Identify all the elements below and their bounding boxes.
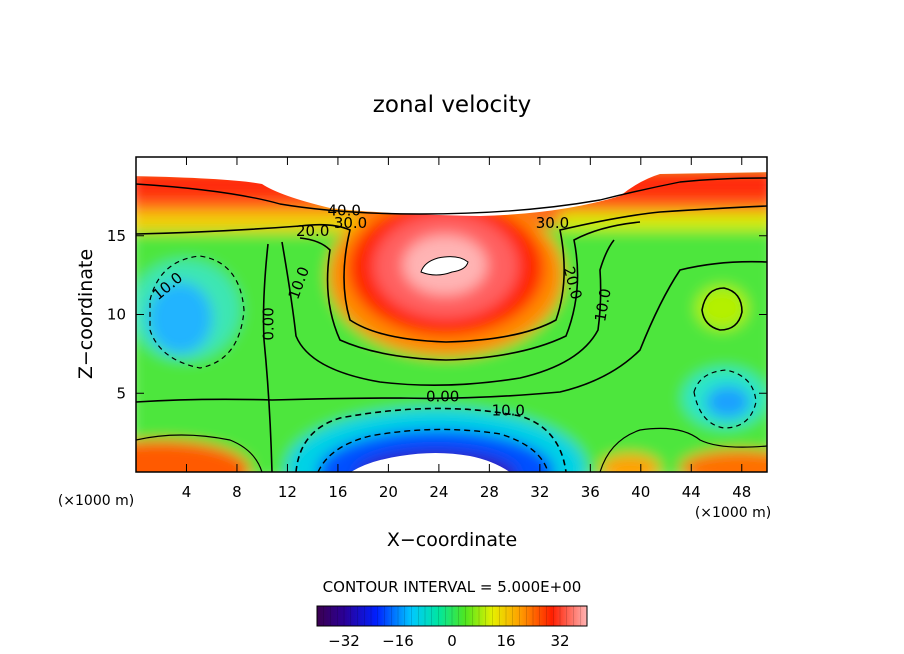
contour-label: 30.0 — [536, 214, 569, 232]
y-tick-label: 5 — [116, 384, 126, 402]
contour-neg10-right — [693, 369, 757, 429]
field-jet-max — [420, 256, 469, 276]
contour-neg10-left — [149, 255, 245, 369]
contour-20 — [299, 221, 641, 361]
colorbar-tick-label: 16 — [496, 632, 515, 650]
contour-neg20-bottom — [317, 428, 549, 472]
contour-lower-right — [599, 427, 767, 472]
y-tick-label: 10 — [107, 306, 126, 324]
field-right-eddy — [696, 286, 748, 330]
colorbar-tick-label: 0 — [447, 632, 457, 650]
field-bottom-left-warm — [136, 440, 250, 472]
x-tick-label: 24 — [429, 483, 448, 501]
x-axis-title: X−coordinate — [387, 529, 517, 551]
x-tick-label: 48 — [732, 483, 751, 501]
y-tick-label: 15 — [107, 227, 126, 245]
colorbar-ticks: −32 −16 0 16 32 — [328, 632, 569, 650]
colorbar-gradient — [317, 606, 587, 626]
contour-0-left — [262, 243, 273, 472]
contour-label: 40.0 — [328, 202, 361, 220]
contour-label: 10.0 — [492, 402, 525, 420]
x-tick-label: 16 — [328, 483, 347, 501]
field-bottom-mid-warm — [600, 454, 660, 472]
contour-0-mid — [136, 260, 767, 403]
contour-label: 30.0 — [334, 214, 367, 232]
colorbar-frame — [316, 605, 588, 627]
contour-lines — [136, 177, 767, 472]
field-bottom-mask — [350, 453, 510, 472]
field-bottom-right-warm — [680, 450, 767, 472]
field-upper-yellow-right — [560, 212, 767, 230]
x-tick-label: 44 — [682, 483, 701, 501]
x-axis-ticks: 4 8 12 16 20 24 28 32 36 40 44 48 — [182, 157, 751, 501]
x-tick-label: 40 — [631, 483, 650, 501]
contour-label: 0.00 — [260, 307, 278, 340]
field-top-mask — [136, 157, 767, 216]
contour-top-40 — [136, 177, 767, 215]
contour-30-left — [136, 205, 767, 343]
chart-title: zonal velocity — [373, 92, 531, 118]
contour-10 — [281, 239, 615, 386]
contour-label: 0.00 — [426, 387, 459, 405]
x-tick-label: 28 — [480, 483, 499, 501]
colorbar-tick-label: 32 — [550, 632, 569, 650]
x-tick-label: 32 — [530, 483, 549, 501]
field-left-blue — [148, 282, 212, 354]
x-unit-left: (×1000 m) — [58, 493, 134, 509]
y-axis-ticks: 5 10 15 — [107, 227, 767, 402]
velocity-field — [136, 157, 767, 472]
contour-interval-label: CONTOUR INTERVAL = 5.000E+00 — [323, 578, 582, 596]
contour-right-eddy — [701, 287, 743, 331]
y-axis-title: Z−coordinate — [75, 249, 97, 379]
colorbar-tick-label: −16 — [382, 632, 414, 650]
contour-lower-left — [136, 434, 263, 472]
colorbar-tick-label: −32 — [328, 632, 360, 650]
field-right-blue — [706, 386, 750, 418]
x-tick-label: 8 — [232, 483, 242, 501]
colorbar-stripes — [316, 606, 588, 626]
x-tick-label: 4 — [182, 483, 192, 501]
contour-label: 20.0 — [296, 222, 329, 240]
contour-neg10-bottom — [295, 407, 567, 472]
x-unit-right: (×1000 m) — [695, 505, 771, 521]
field-upper-yellow — [136, 212, 360, 232]
x-tick-label: 36 — [581, 483, 600, 501]
x-tick-label: 20 — [379, 483, 398, 501]
colorbar: −32 −16 0 16 32 — [316, 605, 588, 650]
contour-label: 10.0 — [591, 287, 615, 323]
x-tick-label: 12 — [278, 483, 297, 501]
